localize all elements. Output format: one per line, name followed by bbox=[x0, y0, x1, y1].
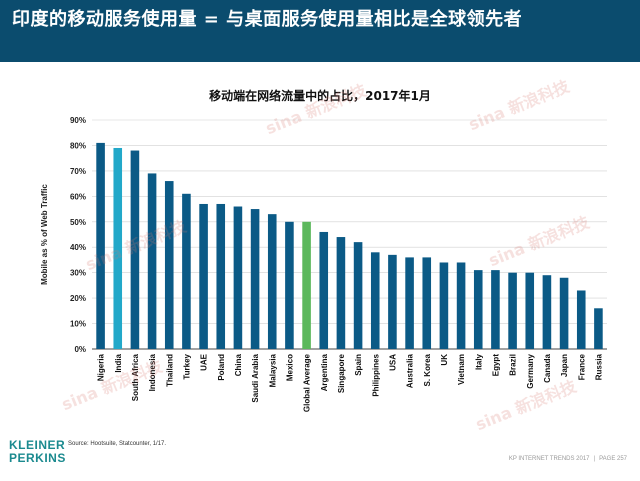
bar bbox=[508, 272, 517, 349]
x-tick-label: Philippines bbox=[371, 353, 380, 396]
bar bbox=[422, 257, 432, 349]
bar bbox=[130, 150, 140, 349]
bar bbox=[164, 181, 174, 349]
bar bbox=[388, 254, 397, 349]
bar bbox=[542, 275, 552, 349]
footer: KP INTERNET TRENDS 2017 | PAGE 257 bbox=[509, 456, 627, 462]
bar bbox=[594, 308, 603, 349]
bar bbox=[216, 203, 226, 349]
x-tick-label: Poland bbox=[217, 354, 226, 381]
x-tick-label: Italy bbox=[474, 353, 483, 370]
bar bbox=[439, 262, 449, 349]
bar bbox=[199, 203, 208, 349]
bar bbox=[576, 290, 586, 349]
x-tick-label: Turkey bbox=[182, 353, 191, 379]
x-tick-label: Malaysia bbox=[268, 353, 277, 387]
x-tick-label: Japan bbox=[560, 354, 569, 377]
bar bbox=[491, 270, 500, 349]
x-tick-label: Canada bbox=[543, 353, 552, 382]
chart-title: 移动端在网络流量中的占比，2017年1月 bbox=[209, 89, 431, 103]
bar bbox=[302, 221, 311, 349]
y-tick-label: 60% bbox=[70, 192, 86, 201]
bar bbox=[250, 209, 260, 349]
bar bbox=[113, 147, 123, 349]
y-tick-label: 50% bbox=[70, 218, 86, 227]
bar bbox=[319, 231, 329, 349]
bar bbox=[353, 242, 363, 349]
page-number: PAGE 257 bbox=[599, 456, 627, 462]
logo-line-1: KLEINER bbox=[9, 438, 66, 452]
bar bbox=[285, 221, 294, 349]
bar bbox=[456, 262, 466, 349]
x-tick-label: India bbox=[114, 353, 123, 372]
x-tick-label: China bbox=[234, 353, 243, 376]
kleiner-perkins-logo: KLEINER PERKINS bbox=[9, 439, 66, 465]
header-bar: 印度的移动服务使用量 = 与桌面服务使用量相比是全球领先者 bbox=[0, 0, 640, 62]
bar bbox=[336, 237, 346, 349]
x-tick-label: Saudi Arabia bbox=[251, 353, 260, 402]
y-tick-label: 70% bbox=[70, 167, 86, 176]
x-tick-label: Australia bbox=[406, 353, 415, 388]
x-tick-label: France bbox=[577, 353, 586, 380]
bar bbox=[473, 270, 483, 349]
x-tick-label: Spain bbox=[354, 354, 363, 376]
x-tick-label: South Africa bbox=[131, 353, 140, 401]
x-tick-label: Brazil bbox=[509, 354, 518, 376]
footer-separator: | bbox=[593, 456, 596, 462]
y-tick-label: 20% bbox=[70, 294, 86, 303]
bar bbox=[267, 214, 277, 349]
y-tick-label: 10% bbox=[70, 320, 86, 329]
bar bbox=[233, 206, 243, 349]
x-tick-label: Argentina bbox=[320, 353, 329, 391]
y-tick-label: 40% bbox=[70, 243, 86, 252]
bar bbox=[96, 142, 105, 349]
logo-line-2: PERKINS bbox=[9, 451, 66, 465]
x-tick-label: Nigeria bbox=[97, 353, 106, 381]
x-tick-label: S. Korea bbox=[423, 353, 432, 386]
source-note: Source: Hootsuite, Statcounter, 1/17. bbox=[68, 441, 167, 447]
y-axis-title: Mobile as % of Web Traffic bbox=[40, 184, 49, 285]
bar bbox=[147, 173, 157, 349]
x-tick-label: Singapore bbox=[337, 353, 346, 393]
x-tick-label: UAE bbox=[200, 353, 209, 371]
page-title: 印度的移动服务使用量 = 与桌面服务使用量相比是全球领先者 bbox=[12, 9, 523, 30]
y-tick-label: 90% bbox=[70, 116, 86, 125]
x-tick-label: Vietnam bbox=[457, 354, 466, 385]
x-tick-label: Mexico bbox=[285, 354, 294, 381]
bar bbox=[182, 193, 191, 349]
y-tick-label: 80% bbox=[70, 141, 86, 150]
bar bbox=[559, 277, 569, 349]
y-tick-label: 30% bbox=[70, 269, 86, 278]
x-tick-label: Thailand bbox=[165, 354, 174, 387]
bar bbox=[525, 272, 535, 349]
x-tick-label: Egypt bbox=[491, 354, 500, 377]
bar bbox=[370, 252, 380, 349]
bar bbox=[405, 257, 414, 349]
report-name: KP INTERNET TRENDS 2017 bbox=[508, 456, 590, 462]
x-tick-label: Germany bbox=[526, 353, 535, 388]
y-tick-label: 0% bbox=[74, 345, 86, 354]
x-tick-label: Indonesia bbox=[148, 353, 157, 391]
x-tick-label: Russia bbox=[594, 353, 603, 380]
x-tick-label: USA bbox=[388, 354, 397, 371]
x-tick-label: Global Average bbox=[303, 353, 312, 412]
x-tick-label: UK bbox=[440, 354, 449, 366]
